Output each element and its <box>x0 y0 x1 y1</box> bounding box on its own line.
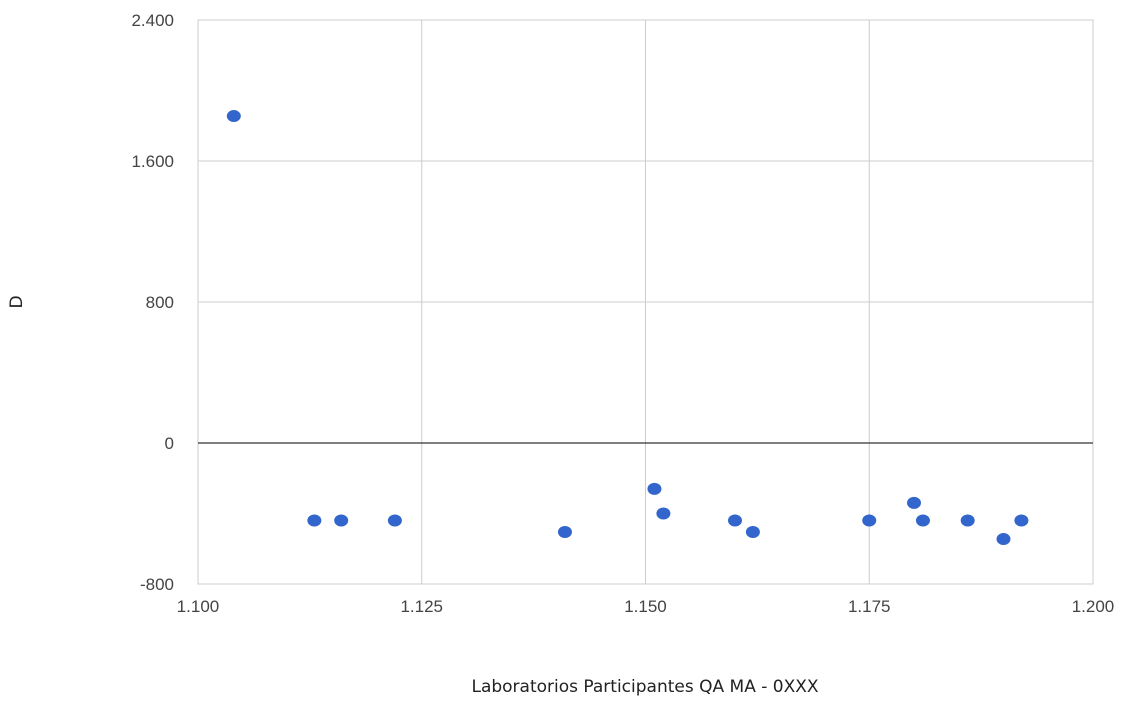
data-point <box>656 507 671 520</box>
data-point <box>334 514 349 527</box>
grid <box>197 19 1094 585</box>
y-tick-label: 0 <box>165 434 174 453</box>
x-tick-label: 1.125 <box>400 597 443 616</box>
data-point <box>915 514 930 527</box>
y-axis-title: D <box>7 295 27 308</box>
x-tick-label: 1.100 <box>177 597 220 616</box>
data-point <box>387 514 402 527</box>
data-point <box>1014 514 1029 527</box>
data-point <box>647 482 662 495</box>
data-point <box>996 533 1011 546</box>
data-point <box>745 526 760 539</box>
y-axis-ticks: -800 0 800 1.600 2.400 <box>131 11 174 594</box>
x-tick-label: 1.150 <box>624 597 667 616</box>
y-tick-label: 800 <box>146 293 174 312</box>
data-point <box>557 526 572 539</box>
x-axis-ticks: 1.100 1.125 1.150 1.175 1.200 <box>177 597 1115 616</box>
x-tick-label: 1.200 <box>1072 597 1115 616</box>
y-tick-label: -800 <box>140 575 174 594</box>
x-axis-title: Laboratorios Participantes QA MA - 0XXX <box>471 677 818 697</box>
data-point <box>862 514 877 527</box>
y-tick-label: 2.400 <box>131 11 174 30</box>
data-point <box>307 514 322 527</box>
data-point <box>907 496 921 509</box>
data-point <box>960 514 975 527</box>
data-point <box>728 514 742 527</box>
x-tick-label: 1.175 <box>848 597 891 616</box>
data-points <box>226 110 1029 546</box>
data-point <box>226 110 241 123</box>
plot-area <box>197 19 1094 585</box>
y-tick-label: 1.600 <box>131 152 174 171</box>
